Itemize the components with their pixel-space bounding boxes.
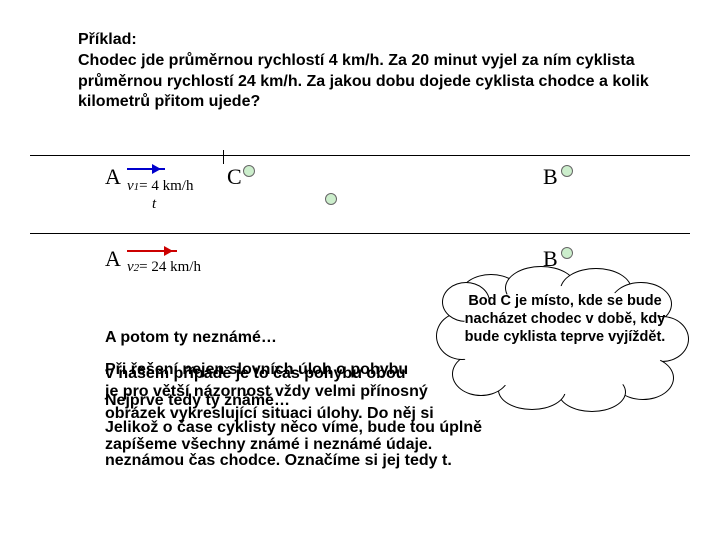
diagram1-velocity: v1= 4 km/h <box>127 178 193 195</box>
diagram2-point-B <box>561 247 573 259</box>
cloud-text: Bod C je místo, kde se bude nacházet cho… <box>458 292 672 346</box>
divider-top <box>30 155 690 156</box>
diagram1-tick <box>223 150 224 164</box>
cloud-callout: Bod C je místo, kde se bude nacházet cho… <box>440 274 690 409</box>
diagram1-t: t <box>152 196 156 213</box>
problem-title: Příklad: <box>78 31 137 48</box>
problem-body: Chodec jde průměrnou rychlostí 4 km/h. Z… <box>78 52 649 111</box>
diagram1-arrow <box>127 168 165 170</box>
diagram1-point-B <box>561 165 573 177</box>
diagram1-point-mid <box>325 193 337 205</box>
divider-mid <box>30 233 690 234</box>
diagram1-label-A: A <box>105 164 121 190</box>
diagram1-point-C <box>243 165 255 177</box>
problem-statement: Příklad: Chodec jde průměrnou rychlostí … <box>78 30 678 113</box>
diagram2-velocity: v2= 24 km/h <box>127 259 201 276</box>
diagram1-label-C: C <box>227 164 242 190</box>
explain-line7: neznámou čas chodce. Označíme si jej ted… <box>105 453 585 470</box>
diagram1-label-B: B <box>543 164 558 190</box>
diagram2-label-A: A <box>105 246 121 272</box>
explain-line5: Jelikož o čase cyklisty něco víme, bude … <box>105 420 585 437</box>
diagram2-arrow <box>127 250 177 252</box>
